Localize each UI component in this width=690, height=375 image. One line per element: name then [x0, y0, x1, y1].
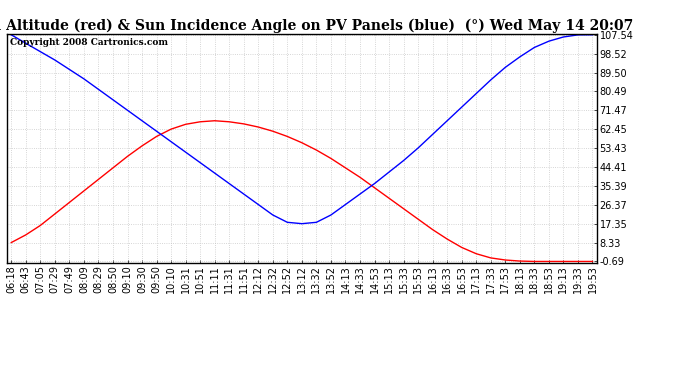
- Text: Copyright 2008 Cartronics.com: Copyright 2008 Cartronics.com: [10, 38, 168, 47]
- Title: Sun Altitude (red) & Sun Incidence Angle on PV Panels (blue)  (°) Wed May 14 20:: Sun Altitude (red) & Sun Incidence Angle…: [0, 18, 633, 33]
